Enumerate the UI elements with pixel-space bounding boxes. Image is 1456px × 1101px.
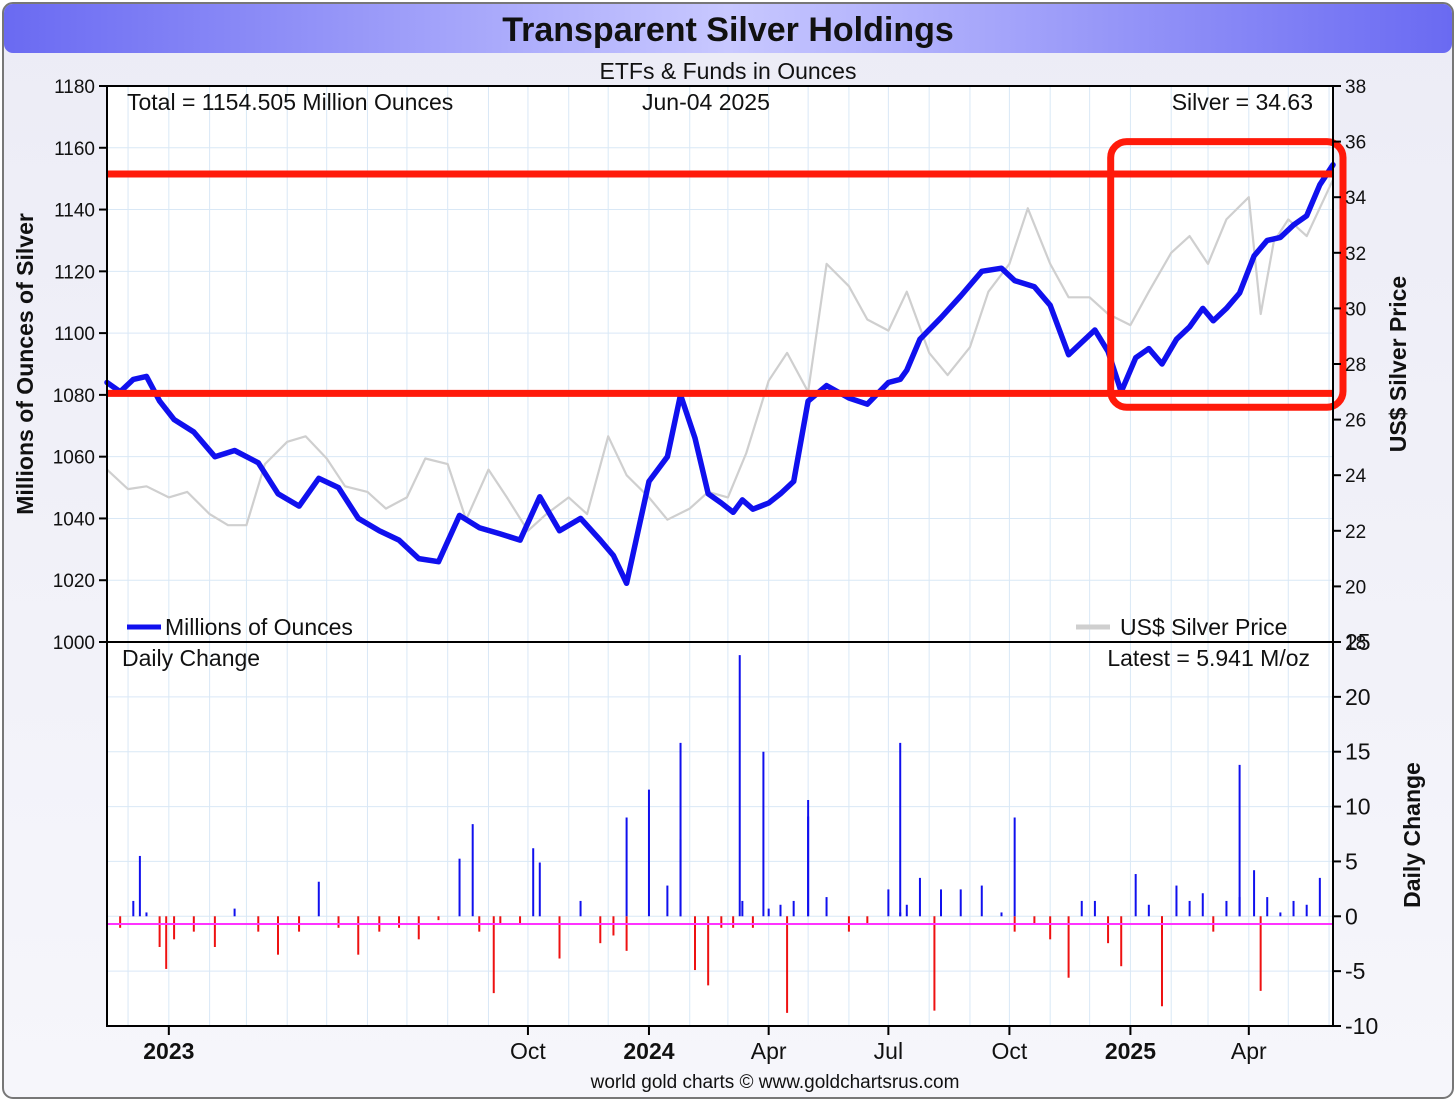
y-tick-label-right: 30 [1345,299,1366,320]
y-tick-label-left: 1160 [54,139,95,160]
x-tick-label: Oct [510,1038,546,1064]
y-tick-label-left: 1040 [53,509,95,530]
x-tick-label: Oct [992,1038,1028,1064]
y-tick-label-daily: 10 [1345,794,1371,820]
y-tick-label-left: 1000 [53,633,95,654]
y-tick-label-right: 18 [1345,633,1366,654]
daily-change-bars [119,655,1334,1013]
y-tick-label-daily: 15 [1345,739,1371,765]
y-tick-label-right: 38 [1345,77,1366,98]
y-tick-label-left: 1180 [54,77,95,98]
daily-change-label: Daily Change [122,645,260,671]
source-credit: world gold charts © www.goldchartsrus.co… [590,1072,960,1093]
x-tick-label: Apr [751,1038,787,1064]
y-tick-label-left: 1080 [53,386,95,407]
x-tick-label: Jul [874,1038,903,1064]
y-tick-label-daily: -5 [1345,958,1365,984]
y-tick-label-left: 1100 [54,324,95,345]
silver-price-line [106,179,1334,532]
y-tick-label-daily: 25 [1345,629,1371,655]
grid-lines [107,85,1333,1027]
y-tick-label-daily: 5 [1345,848,1358,874]
y-tick-label-left: 1140 [54,201,95,222]
axis-ticks: 1000102010401060108011001120114011601180… [53,77,1379,1064]
y-tick-label-left: 1020 [53,571,95,592]
silver-annotation: Silver = 34.63 [1172,89,1313,115]
latest-annotation: Latest = 5.941 M/oz [1107,645,1310,671]
x-tick-label: 2024 [623,1038,674,1064]
y-tick-label-right: 32 [1345,244,1366,265]
chart-title: Transparent Silver Holdings [502,11,954,49]
chart-subtitle: ETFs & Funds in Ounces [600,58,857,84]
y-tick-label-right: 28 [1345,355,1366,376]
highlight-annotations [107,138,1347,411]
y-tick-label-left: 1060 [53,448,95,469]
y-tick-label-right: 36 [1345,133,1366,154]
total-annotation: Total = 1154.505 Million Ounces [127,89,453,115]
legend-holdings-label: Millions of Ounces [165,614,353,640]
title-bar [4,4,1452,53]
y-tick-label-right: 24 [1345,466,1367,487]
y-axis-left-label: Millions of Ounces of Silver [12,213,38,515]
y-tick-label-right: 34 [1345,188,1367,209]
y-tick-label-right: 26 [1345,411,1366,432]
y-axis-daily-label: Daily Change [1399,762,1425,908]
x-tick-label: 2023 [143,1038,194,1064]
y-tick-label-right: 22 [1345,522,1366,543]
y-tick-label-left: 1120 [54,262,95,283]
y-tick-label-daily: 20 [1345,684,1371,710]
y-tick-label-daily: 0 [1345,903,1358,929]
plot-border [106,85,1334,1027]
y-tick-label-daily: -10 [1345,1013,1378,1039]
date-annotation: Jun-04 2025 [642,89,770,115]
highlight-box [1107,138,1347,411]
y-axis-right-label: US$ Silver Price [1385,276,1411,452]
x-tick-label: Apr [1231,1038,1267,1064]
y-tick-label-right: 20 [1345,577,1366,598]
legend-price-label: US$ Silver Price [1120,614,1287,640]
holdings-line [104,162,1336,587]
plot-area [107,86,1333,1026]
x-tick-label: 2025 [1105,1038,1156,1064]
